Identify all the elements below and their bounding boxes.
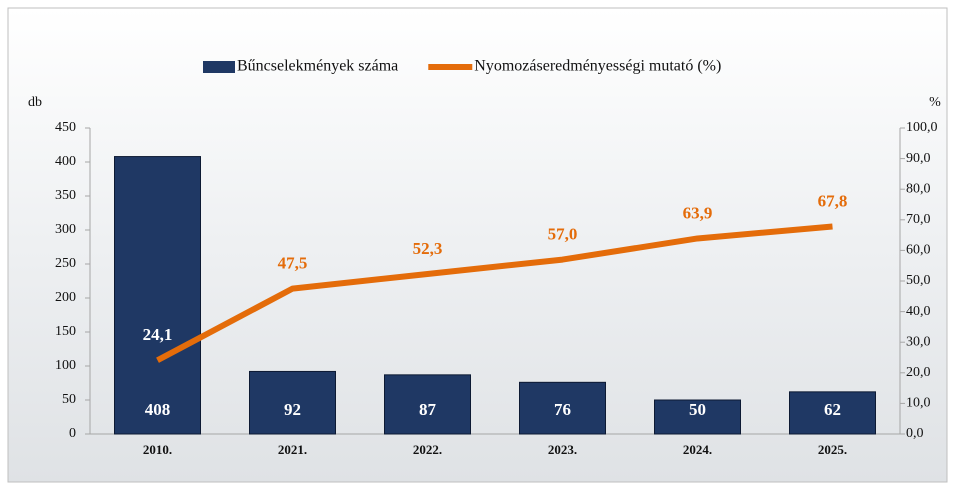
bar-value-label: 92	[284, 400, 301, 419]
line-value-label: 57,0	[548, 224, 578, 243]
x-tick-label: 2023.	[548, 442, 577, 457]
y-tick-label: 400	[55, 154, 76, 169]
y-tick-label: 150	[55, 324, 76, 339]
y2-tick-label: 10,0	[906, 396, 931, 411]
y-axis-label: db	[28, 95, 42, 110]
x-tick-label: 2022.	[413, 442, 442, 457]
y2-axis-label: %	[929, 95, 941, 110]
y2-tick-label: 30,0	[906, 334, 931, 349]
y2-tick-label: 0,0	[906, 426, 924, 441]
bar-value-label: 50	[689, 400, 706, 419]
legend-label: Nyomozáseredményességi mutató (%)	[474, 58, 721, 75]
bar-value-label: 408	[145, 400, 171, 419]
line-value-label: 67,8	[818, 191, 848, 210]
x-tick-label: 2024.	[683, 442, 712, 457]
y2-tick-label: 70,0	[906, 212, 931, 227]
line-value-label: 63,9	[683, 203, 713, 222]
bar-value-label: 62	[824, 400, 841, 419]
y-tick-label: 100	[55, 358, 76, 373]
y2-tick-label: 20,0	[906, 365, 931, 380]
line-value-label: 52,3	[413, 239, 443, 258]
y2-tick-label: 80,0	[906, 181, 931, 196]
line-value-label: 47,5	[278, 254, 308, 273]
y2-tick-label: 50,0	[906, 273, 931, 288]
y-tick-label: 50	[62, 392, 76, 407]
legend-swatch	[203, 61, 235, 73]
y-tick-label: 350	[55, 188, 76, 203]
bar-value-label: 87	[419, 400, 437, 419]
y-tick-label: 250	[55, 256, 76, 271]
y2-tick-label: 100,0	[906, 120, 938, 135]
y-tick-label: 0	[69, 426, 76, 441]
y2-tick-label: 90,0	[906, 151, 931, 166]
y-tick-label: 200	[55, 290, 76, 305]
bar-value-label: 76	[554, 400, 571, 419]
x-tick-label: 2025.	[818, 442, 847, 457]
y-tick-label: 450	[55, 120, 76, 135]
line-value-label: 24,1	[143, 325, 173, 344]
y2-tick-label: 40,0	[906, 304, 931, 319]
x-tick-label: 2021.	[278, 442, 307, 457]
legend-label: Bűncselekmények száma	[237, 58, 398, 75]
chart: db % 0 50 100 150 200 250 300 350 400 450 0,0 10,0 2…	[0, 0, 955, 486]
y-tick-label: 300	[55, 222, 76, 237]
x-tick-label: 2010.	[143, 442, 172, 457]
y2-tick-label: 60,0	[906, 243, 931, 258]
bar	[115, 157, 201, 434]
